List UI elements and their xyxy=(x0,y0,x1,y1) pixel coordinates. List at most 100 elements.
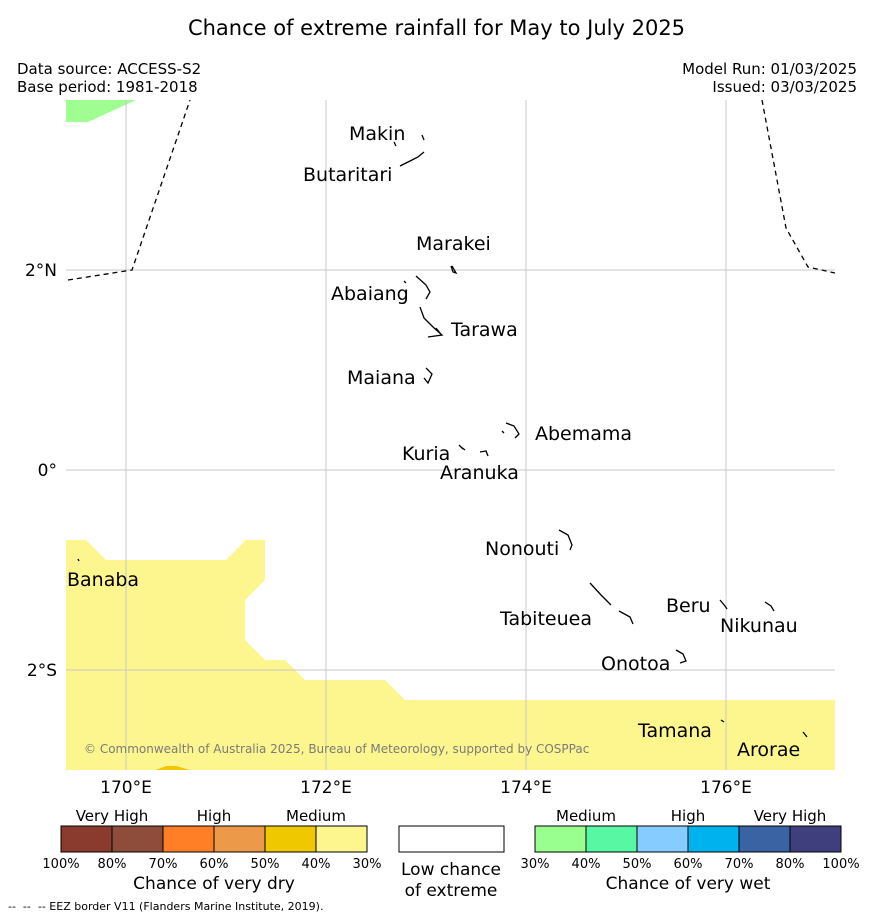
place-labels: Makin Butaritari Marakei Abaiang Tarawa … xyxy=(67,123,800,761)
island-nonouti xyxy=(558,529,573,551)
wet-swatch-4 xyxy=(738,825,791,853)
label-aranuka: Aranuka xyxy=(440,462,519,484)
island-abaiang xyxy=(403,275,431,300)
wet-tick-6: 100% xyxy=(822,857,859,872)
legend-low-chance: Low chance of extreme xyxy=(398,825,505,901)
lon-label-172e: 172°E xyxy=(300,778,352,798)
wet-tick-4: 70% xyxy=(725,857,754,872)
label-arorae: Arorae xyxy=(737,739,800,761)
island-abemama xyxy=(501,422,520,439)
label-banaba: Banaba xyxy=(67,569,139,591)
island-kuria xyxy=(458,444,466,451)
island-marakei xyxy=(450,265,458,275)
dry-swatch-1 xyxy=(111,825,164,853)
label-beru: Beru xyxy=(666,595,711,617)
longitude-labels: 170°E 172°E 174°E 176°E xyxy=(100,778,752,798)
label-kuria: Kuria xyxy=(402,443,450,465)
wet-header-high: High xyxy=(671,807,705,825)
label-makin: Makin xyxy=(349,123,405,145)
label-abemama: Abemama xyxy=(535,423,632,445)
label-marakei: Marakei xyxy=(416,233,491,255)
label-nonouti: Nonouti xyxy=(485,538,559,560)
model-run-text: Model Run: 01/03/2025 xyxy=(682,60,857,78)
label-onotoa: Onotoa xyxy=(601,653,670,675)
island-tabiteuea xyxy=(589,582,634,625)
island-arorae xyxy=(802,731,808,738)
island-onotoa xyxy=(675,649,687,664)
lon-label-174e: 174°E xyxy=(500,778,552,798)
island-makin xyxy=(393,134,425,147)
wet-swatch-0 xyxy=(534,825,587,853)
label-tarawa: Tarawa xyxy=(450,319,518,341)
label-nikunau: Nikunau xyxy=(720,615,798,637)
dry-header-high: High xyxy=(197,807,231,825)
low-chance-line2: of extreme xyxy=(405,881,498,901)
dry-tick-6: 30% xyxy=(353,857,382,872)
dry-tick-2: 70% xyxy=(149,857,178,872)
wet-header-very-high: Very High xyxy=(754,807,827,825)
dry-header-very-high: Very High xyxy=(76,807,149,825)
dry-medium-region xyxy=(66,540,835,770)
map-title: Chance of extreme rainfall for May to Ju… xyxy=(187,16,686,40)
latitude-labels: 2°N 0° 2°S xyxy=(25,261,57,681)
dry-colorbar xyxy=(60,825,368,853)
dry-swatch-5 xyxy=(315,825,368,853)
wet-colorbar-title: Chance of very wet xyxy=(606,874,771,894)
island-outlines xyxy=(77,134,808,738)
dry-tick-labels: 100% 80% 70% 60% 50% 40% 30% xyxy=(42,857,381,872)
dry-tick-5: 40% xyxy=(302,857,331,872)
wet-header-medium: Medium xyxy=(556,807,616,825)
base-period-text: Base period: 1981-2018 xyxy=(17,78,198,96)
lon-label-170e: 170°E xyxy=(100,778,152,798)
lat-label-2s: 2°S xyxy=(27,661,57,681)
dry-colorbar-title: Chance of very dry xyxy=(133,874,295,894)
low-chance-line1: Low chance xyxy=(401,860,501,880)
low-chance-swatch xyxy=(398,825,505,853)
island-tamana xyxy=(720,719,725,723)
label-maiana: Maiana xyxy=(347,367,416,389)
island-banaba xyxy=(77,558,80,562)
island-maiana xyxy=(423,367,433,385)
wet-tick-3: 60% xyxy=(674,857,703,872)
data-source-text: Data source: ACCESS-S2 xyxy=(17,60,202,78)
dry-swatch-2 xyxy=(162,825,215,853)
dry-tick-0: 100% xyxy=(42,857,79,872)
wet-tick-2: 50% xyxy=(623,857,652,872)
dry-swatch-4 xyxy=(264,825,317,853)
data-source-info: Data source: ACCESS-S2 Base period: 1981… xyxy=(17,60,201,96)
wet-medium-region xyxy=(66,100,136,122)
dry-tick-1: 80% xyxy=(98,857,127,872)
eez-footnote: -- -- -- EEZ border V11 (Flanders Marine… xyxy=(8,900,324,913)
map-area xyxy=(66,100,835,770)
run-info: Model Run: 01/03/2025 Issued: 03/03/2025 xyxy=(682,60,857,96)
island-nikunau xyxy=(764,601,775,612)
label-abaiang: Abaiang xyxy=(331,283,409,305)
label-butaritari: Butaritari xyxy=(303,164,392,186)
grid-lines xyxy=(66,100,835,770)
dry-high-region xyxy=(156,766,190,770)
lon-label-176e: 176°E xyxy=(700,778,752,798)
legend-dry: Very High High Medium 100% 80% 70% 60% 50% 40… xyxy=(42,807,381,894)
island-tarawa xyxy=(419,306,444,338)
island-butaritari xyxy=(399,151,425,167)
lat-label-2n: 2°N xyxy=(25,261,57,281)
wet-tick-5: 80% xyxy=(776,857,805,872)
copyright-notice: © Commonwealth of Australia 2025, Bureau… xyxy=(84,742,590,756)
issued-text: Issued: 03/03/2025 xyxy=(712,78,857,96)
wet-tick-0: 30% xyxy=(521,857,550,872)
dry-tick-4: 50% xyxy=(251,857,280,872)
dry-swatch-0 xyxy=(60,825,113,853)
wet-tick-labels: 30% 40% 50% 60% 70% 80% 100% xyxy=(521,857,860,872)
lat-label-0: 0° xyxy=(38,461,57,481)
wet-swatch-5 xyxy=(789,825,842,853)
legend-wet: Medium High Very High 30% 40% 50% 60% 70% 80%… xyxy=(521,807,860,894)
eez-border-east xyxy=(761,100,835,274)
label-tabiteuea: Tabiteuea xyxy=(499,608,592,630)
dry-header-medium: Medium xyxy=(286,807,346,825)
label-tamana: Tamana xyxy=(637,720,712,742)
eez-border-west xyxy=(67,100,191,281)
wet-colorbar xyxy=(534,825,842,853)
wet-tick-1: 40% xyxy=(572,857,601,872)
wet-swatch-1 xyxy=(585,825,638,853)
